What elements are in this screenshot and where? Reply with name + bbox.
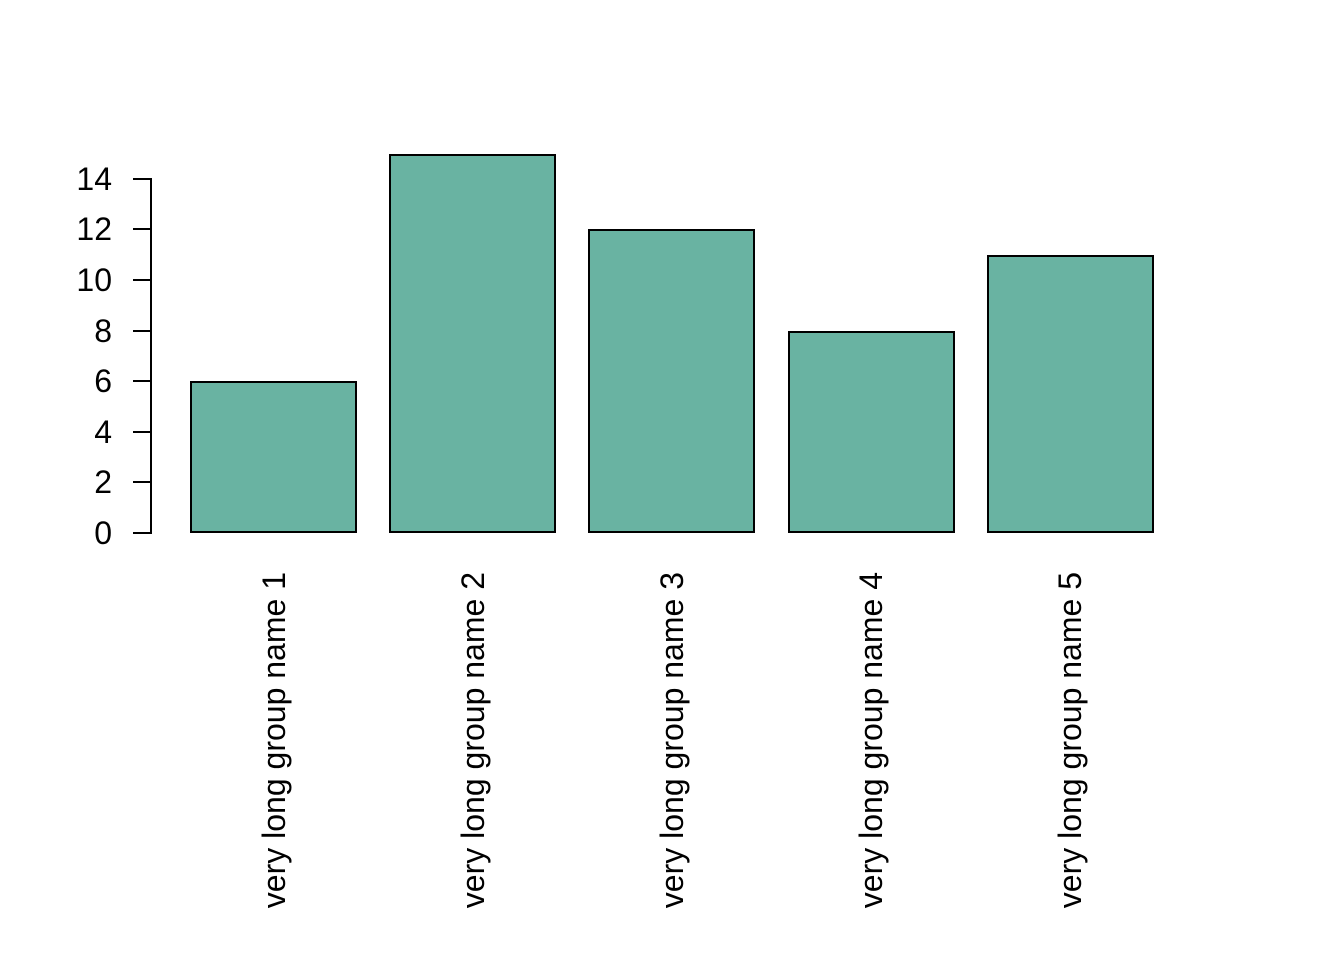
y-axis-tick [133, 380, 150, 383]
y-axis-tick-label: 6 [94, 363, 112, 400]
y-axis-tick-label: 10 [76, 262, 112, 298]
y-axis-tick [133, 279, 150, 281]
bar-4 [787, 330, 955, 533]
y-axis-tick [133, 177, 150, 180]
y-axis-tick-label: 12 [76, 211, 112, 248]
y-axis-tick [133, 532, 150, 534]
x-axis-label-text: very long group name 4 [853, 572, 890, 909]
y-axis-tick [133, 329, 150, 332]
y-axis-tick-label: 4 [94, 413, 112, 450]
x-axis-label-text: very long group name 1 [255, 572, 292, 909]
bar-5 [986, 254, 1154, 533]
y-axis-tick [133, 430, 150, 433]
x-axis-label-text: very long group name 5 [1052, 572, 1089, 909]
y-axis-line [150, 177, 152, 534]
y-axis-tick-label: 14 [76, 160, 112, 197]
bar-3 [588, 229, 756, 533]
bar-1 [190, 381, 357, 533]
bar-2 [389, 153, 557, 533]
y-axis-tick-label: 0 [94, 515, 112, 551]
x-axis-label-text: very long group name 3 [653, 572, 690, 909]
y-axis-tick [133, 228, 150, 231]
x-axis-label-text: very long group name 2 [454, 572, 491, 909]
y-axis-tick-label: 2 [94, 464, 112, 501]
y-axis-tick-label: 8 [94, 312, 112, 349]
y-axis-tick [133, 481, 150, 484]
